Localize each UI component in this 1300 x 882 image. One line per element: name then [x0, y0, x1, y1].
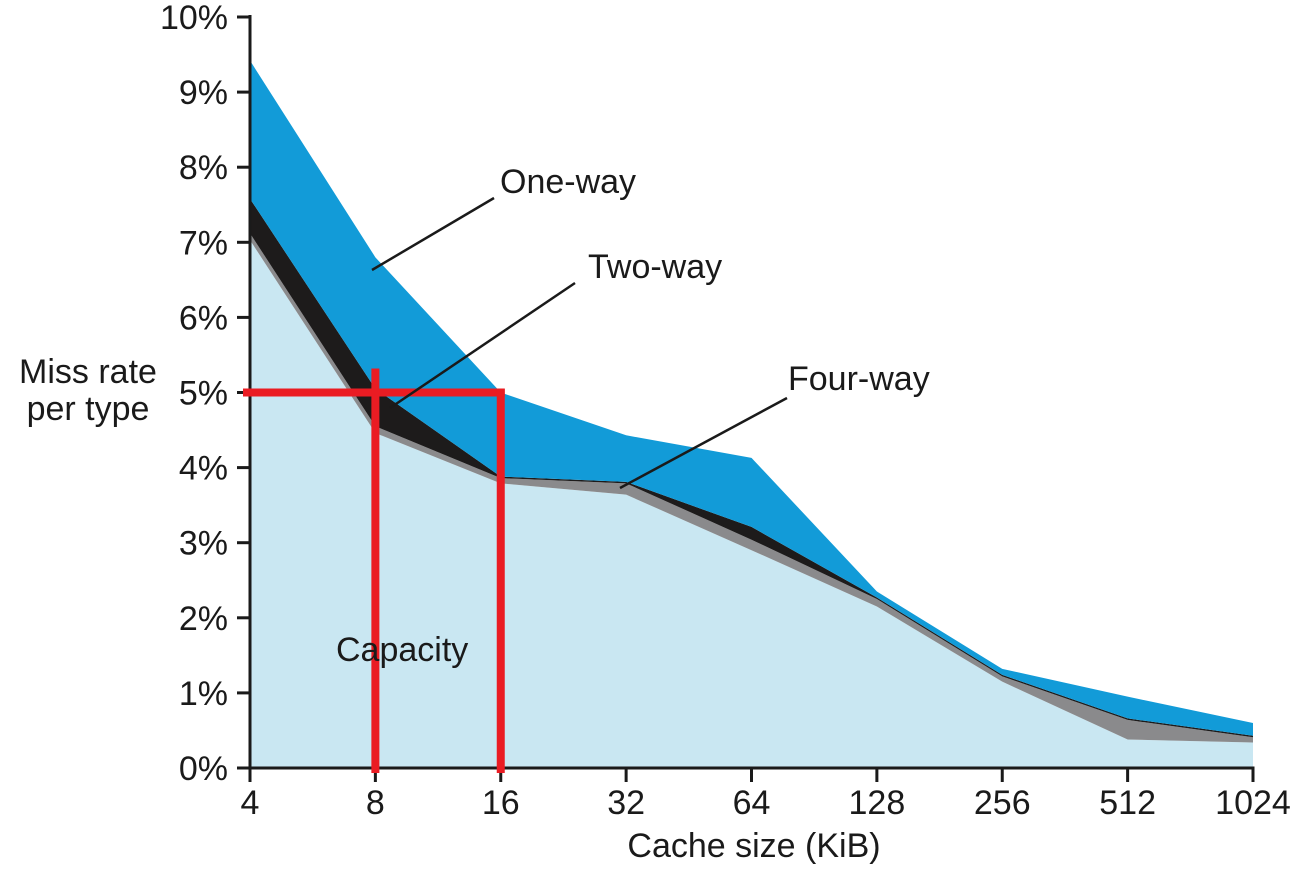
tick-labels: 0% 1% 2% 3% 4% 5% 6% 7% 8% 9% 10% 4 8 16 32 64 128 256 512…	[160, 0, 1291, 822]
annotation-leader-one-way	[371, 196, 495, 272]
x-tick-label: 1024	[1215, 784, 1291, 822]
annotations: One-way Two-way Four-way Capacity	[336, 163, 930, 669]
y-tick-label: 0%	[179, 750, 228, 788]
y-tick-label: 5%	[179, 375, 228, 413]
annotation-label-capacity: Capacity	[336, 631, 468, 669]
x-tick-label: 64	[733, 784, 771, 822]
y-tick-label: 10%	[160, 0, 228, 37]
annotation-label-two-way: Two-way	[588, 248, 722, 286]
y-axis-title-line: Miss rate	[19, 353, 157, 391]
area-one-way	[250, 60, 1253, 736]
annotation-leader-two-way	[389, 281, 576, 410]
y-tick-label: 6%	[179, 299, 228, 337]
y-axis-title-line: per type	[27, 390, 150, 428]
y-tick-label: 8%	[179, 149, 228, 187]
x-tick-label: 256	[974, 784, 1031, 822]
x-tick-label: 32	[607, 784, 645, 822]
y-tick-label: 7%	[179, 224, 228, 262]
x-tick-label: 128	[849, 784, 906, 822]
annotation-leader-four-way	[619, 396, 788, 490]
annotation-label-one-way: One-way	[500, 163, 636, 201]
y-tick-label: 3%	[179, 525, 228, 563]
x-axis-title: Cache size (KiB)	[627, 827, 880, 865]
x-tick-label: 512	[1099, 784, 1156, 822]
y-tick-label: 2%	[179, 600, 228, 638]
y-tick-label: 4%	[179, 450, 228, 488]
y-tick-label: 1%	[179, 675, 228, 713]
reference-lines	[243, 368, 505, 773]
y-tick-label: 9%	[179, 74, 228, 112]
x-tick-label: 4	[241, 784, 260, 822]
x-tick-label: 8	[366, 784, 385, 822]
annotation-label-four-way: Four-way	[788, 360, 930, 398]
x-tick-label: 16	[482, 784, 520, 822]
